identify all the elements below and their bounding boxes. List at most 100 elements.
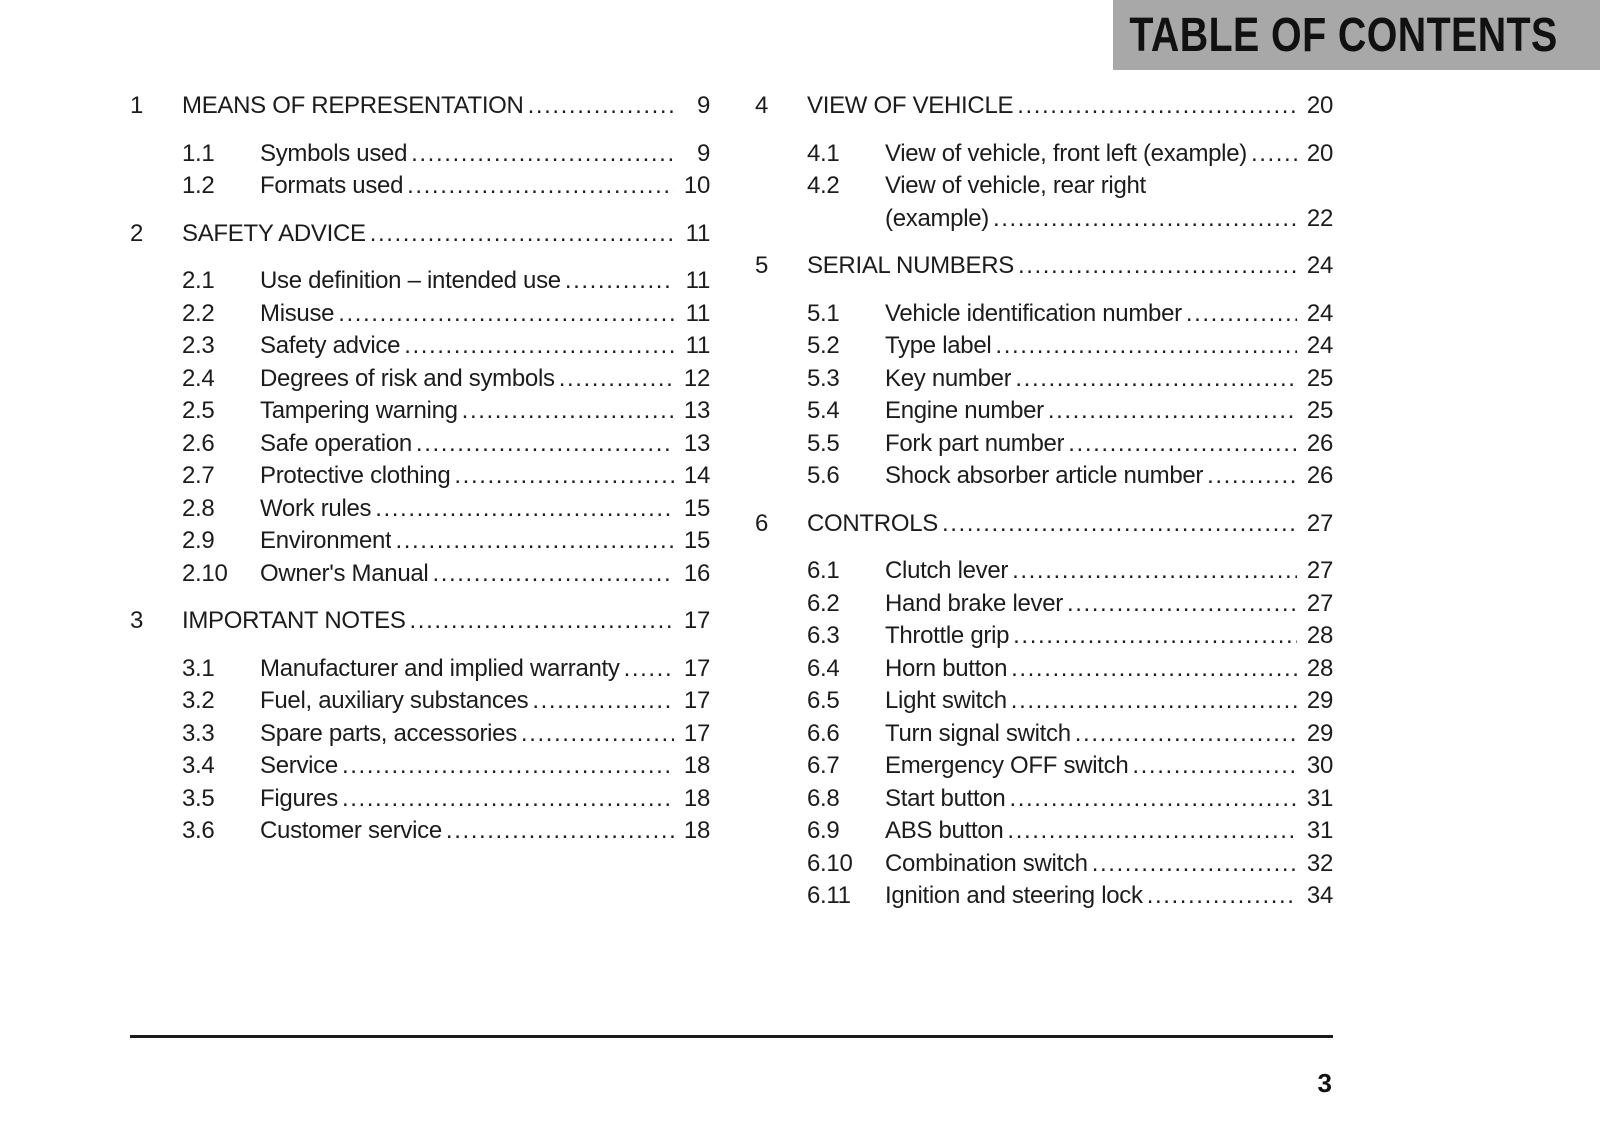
dot-leader [370,218,674,251]
toc-section: 1 MEANS OF REPRESENTATION 9 1.1 Symbols … [130,90,710,203]
item-title: Ignition and steering lock [885,882,1143,909]
item-title: Formats used [260,172,404,199]
dot-leader [993,203,1297,236]
item-number: 3.1 [182,654,215,682]
item-page-number: 28 [1306,654,1333,682]
item-number: 2.6 [182,429,215,457]
item-title: Figures [260,784,338,812]
item-number: 6.1 [807,557,840,584]
item-page-number: 18 [683,752,710,779]
toc-item-row: 2.6 Safe operation 13 [130,428,710,461]
section-page-number: 9 [696,92,710,119]
toc-item-row: 5.3 Key number 25 [755,363,1333,396]
item-title: Customer service [260,817,442,844]
dot-leader [407,170,674,203]
toc-item-row: 6.2 Hand brake lever 27 [755,588,1333,621]
toc-section: 3 IMPORTANT NOTES 17 3.1 Manufacturer an… [130,605,710,848]
toc-item-row: 5.6 Shock absorber article number 26 [755,460,1333,493]
item-title: Spare parts, accessories [260,719,517,747]
dot-leader [411,138,674,171]
dot-leader [995,330,1297,363]
toc-item-row: 2.7 Protective clothing 14 [130,460,710,493]
toc-item-row: 6.11 Ignition and steering lock 34 [755,880,1333,913]
item-number: 2.2 [182,299,215,327]
item-title: Protective clothing [260,462,451,489]
dot-leader [1017,90,1297,123]
toc-item-row: (example) 22 [755,203,1333,236]
section-title: MEANS OF REPRESENTATION [182,92,524,119]
section-page-number: 20 [1306,92,1333,119]
toc-section-items: 5.1 Vehicle identification number 24 5.2… [755,298,1333,493]
toc-item-row: 2.9 Environment 15 [130,525,710,558]
item-page-number: 22 [1306,204,1333,232]
item-page-number: 31 [1306,784,1333,812]
item-number: 5.2 [807,332,840,359]
toc-item-row: 2.1 Use definition – intended use 11 [130,265,710,298]
item-number: 6.6 [807,719,840,747]
item-number: 3.2 [182,687,215,714]
item-title: View of vehicle, front left (example) [885,139,1247,167]
item-page-number: 29 [1306,719,1333,747]
item-number: 3.6 [182,817,215,844]
item-page-number: 18 [683,817,710,844]
dot-leader [1207,460,1297,493]
item-number: 1.2 [182,172,215,199]
toc-section-row: 2 SAFETY ADVICE 11 [130,218,710,251]
dot-leader [1009,783,1297,816]
item-title: Safe operation [260,429,412,457]
item-title: Emergency OFF switch [885,752,1129,779]
toc-item-row: 6.1 Clutch lever 27 [755,555,1333,588]
toc-item-row: 6.4 Horn button 28 [755,653,1333,686]
toc-item-row: 5.5 Fork part number 26 [755,428,1333,461]
toc-item-row: 2.4 Degrees of risk and symbols 12 [130,363,710,396]
dot-leader [521,718,674,751]
toc-item-row: 6.7 Emergency OFF switch 30 [755,750,1333,783]
toc-item-row: 3.5 Figures 18 [130,783,710,816]
item-title: Horn button [885,654,1008,682]
item-number: 2.5 [182,397,215,424]
dot-leader [1018,250,1297,283]
toc-section: 4 VIEW OF VEHICLE 20 4.1 View of vehicle… [755,90,1333,235]
toc-item-row: 1.1 Symbols used 9 [130,138,710,171]
dot-leader [375,493,674,526]
item-number: 2.7 [182,462,215,489]
item-title: Environment [260,527,392,554]
item-page-number: 27 [1306,557,1333,584]
section-number: 4 [755,92,769,119]
item-page-number: 9 [696,139,710,167]
item-number: 6.8 [807,784,840,812]
item-page-number: 30 [1306,752,1333,779]
toc-item-row: 5.2 Type label 24 [755,330,1333,363]
toc-item-row: 3.6 Customer service 18 [130,815,710,848]
item-title: Engine number [885,397,1044,424]
item-title: Owner's Manual [260,559,429,587]
item-title: Light switch [885,687,1007,714]
item-page-number: 31 [1306,817,1333,844]
item-number: 3.3 [182,719,215,747]
dot-leader [416,428,674,461]
toc-section-row: 1 MEANS OF REPRESENTATION 9 [130,90,710,123]
item-title: Clutch lever [885,557,1009,584]
item-title: Shock absorber article number [885,462,1204,489]
section-number: 1 [130,92,144,119]
item-page-number: 17 [683,654,710,682]
toc-item-row: 4.1 View of vehicle, front left (example… [755,138,1333,171]
dot-leader [410,605,674,638]
item-number: 2.1 [182,267,215,294]
item-title: Fuel, auxiliary substances [260,687,529,714]
item-page-number: 24 [1306,299,1333,327]
dot-leader [342,750,674,783]
item-number: 5.6 [807,462,840,489]
dot-leader [1186,298,1297,331]
toc-item-row: 6.5 Light switch 29 [755,685,1333,718]
item-page-number: 16 [683,559,710,587]
item-title: Type label [885,332,992,359]
dot-leader [454,460,674,493]
item-title: Work rules [260,494,372,522]
item-page-number: 18 [683,784,710,812]
item-page-number: 27 [1306,589,1333,617]
item-number: 2.4 [182,364,215,392]
item-title: Misuse [260,299,335,327]
item-number: 6.3 [807,622,840,649]
toc-item-row: 6.3 Throttle grip 28 [755,620,1333,653]
